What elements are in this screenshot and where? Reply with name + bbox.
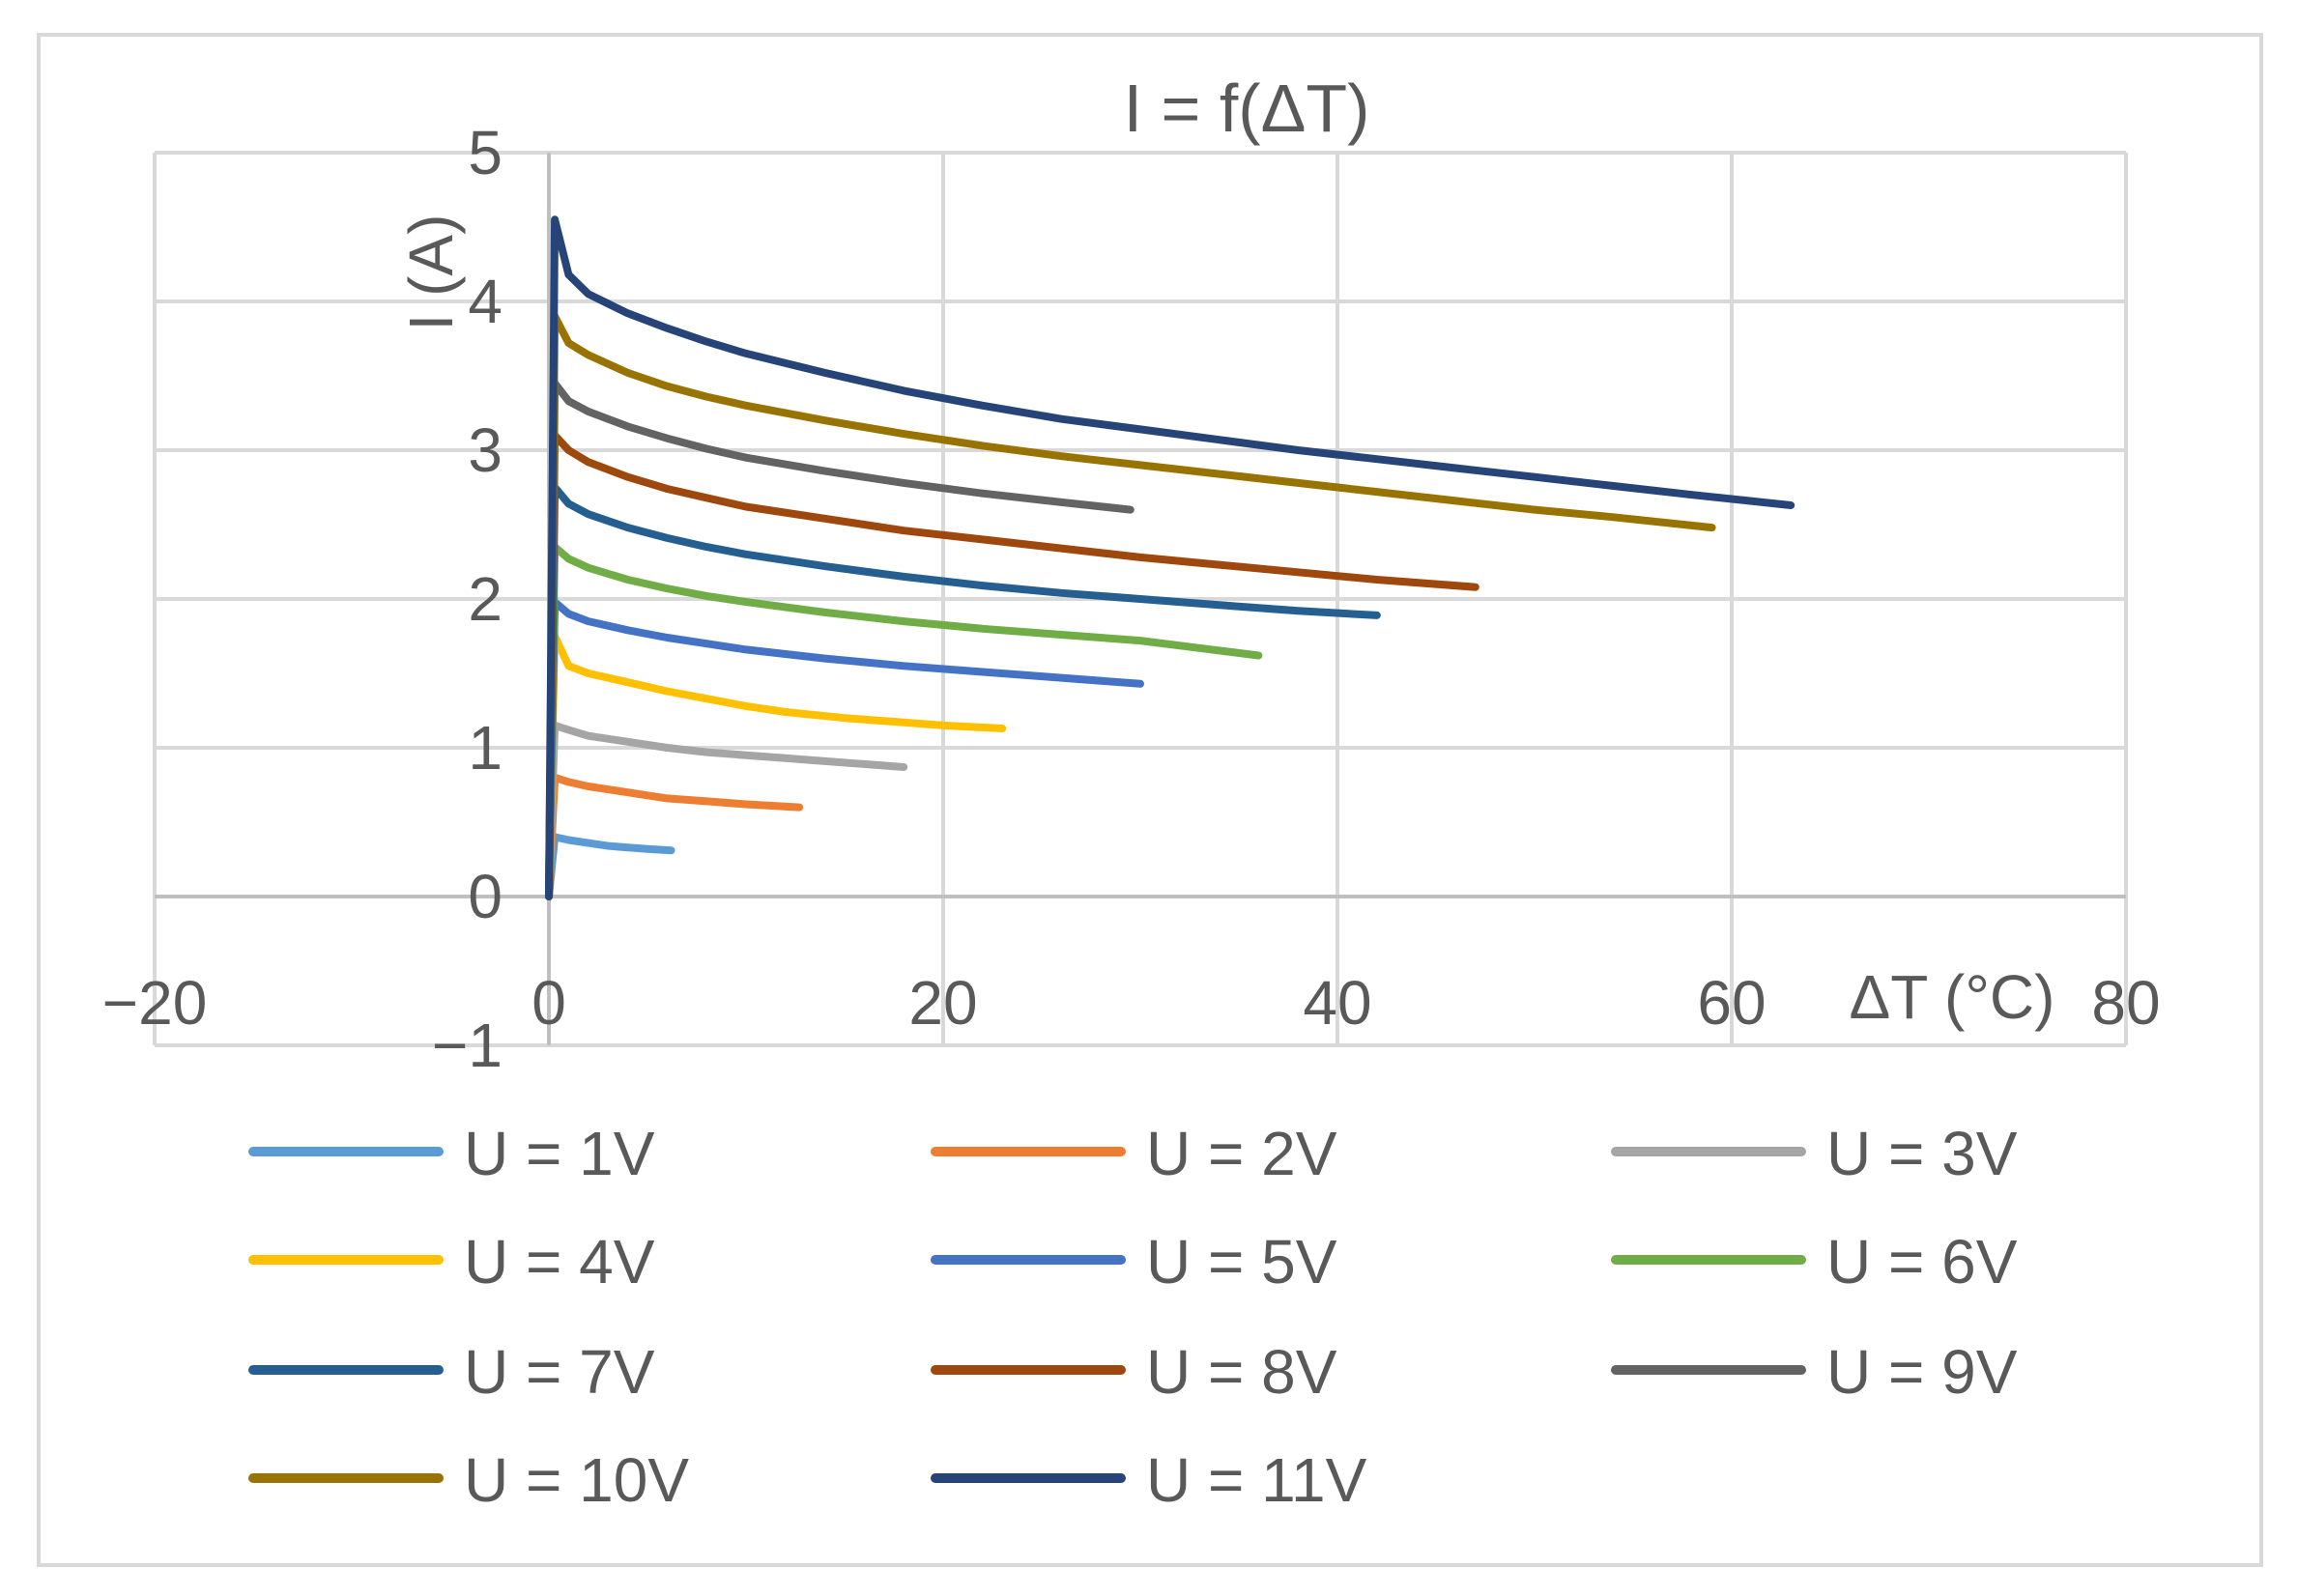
series-line bbox=[545, 312, 1716, 900]
y-axis-title: I (A) bbox=[396, 214, 466, 331]
series-line bbox=[545, 598, 1144, 900]
x-axis-title: ΔT (°C) bbox=[1850, 962, 2055, 1032]
series-line bbox=[545, 431, 1479, 900]
series-line bbox=[545, 543, 1263, 900]
legend-label: U = 10V bbox=[464, 1445, 689, 1515]
y-tick-label: −1 bbox=[432, 1011, 503, 1080]
legend-label: U = 1V bbox=[464, 1119, 655, 1188]
legend-label: U = 4V bbox=[464, 1227, 655, 1297]
series-line bbox=[545, 773, 804, 900]
chart-title: I = f(ΔT) bbox=[1124, 71, 1370, 146]
y-tick-label: 0 bbox=[468, 862, 503, 931]
series-line bbox=[545, 379, 1135, 900]
legend: U = 1V U = 2V U = 3V U = 4V U = 5V U = 6V U = … bbox=[248, 1119, 2018, 1515]
x-tick-label: 80 bbox=[2091, 968, 2160, 1038]
legend-label: U = 5V bbox=[1146, 1227, 1337, 1297]
series-line bbox=[545, 483, 1381, 900]
legend-label: U = 8V bbox=[1146, 1337, 1337, 1407]
y-tick-label: 2 bbox=[468, 564, 503, 634]
series-lines bbox=[545, 215, 1795, 900]
y-tick-label: 4 bbox=[468, 267, 503, 336]
series-line bbox=[545, 215, 1795, 900]
x-tick-label: −20 bbox=[102, 968, 208, 1038]
series-line bbox=[545, 833, 675, 900]
y-tick-label: 5 bbox=[468, 118, 503, 187]
legend-label: U = 7V bbox=[464, 1337, 655, 1407]
y-tick-label: 3 bbox=[468, 415, 503, 485]
x-tick-label: 40 bbox=[1303, 968, 1371, 1038]
x-tick-label: 60 bbox=[1697, 968, 1766, 1038]
legend-label: U = 9V bbox=[1826, 1337, 2018, 1407]
series-line bbox=[545, 721, 908, 900]
y-tick-label: 1 bbox=[468, 713, 503, 783]
legend-label: U = 2V bbox=[1146, 1119, 1337, 1188]
legend-label: U = 11V bbox=[1146, 1445, 1367, 1515]
legend-label: U = 3V bbox=[1826, 1119, 2018, 1188]
legend-label: U = 6V bbox=[1826, 1227, 2018, 1297]
series-line bbox=[545, 632, 1007, 900]
tick-labels: −20 0 20 40 60 80 −1 0 1 2 3 4 5 bbox=[102, 118, 2161, 1080]
x-tick-label: 20 bbox=[908, 968, 977, 1038]
x-tick-label: 0 bbox=[531, 968, 566, 1038]
